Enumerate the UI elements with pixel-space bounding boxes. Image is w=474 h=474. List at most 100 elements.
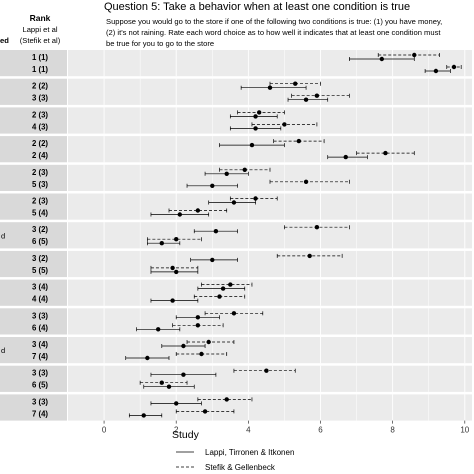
rank-label: 3 (4) [32, 340, 48, 349]
point-stefik [195, 323, 201, 328]
rank-label: 5 (3) [32, 180, 48, 189]
legend-label-stefik: Stefik & Gellenbeck [205, 463, 276, 472]
rank-label: 6 (5) [32, 381, 48, 390]
panel-background [68, 365, 472, 392]
panel-background [68, 337, 472, 364]
point-lappi [155, 327, 161, 332]
rank-label: 3 (3) [32, 369, 48, 378]
rank-label: 3 (2) [32, 225, 48, 234]
rank-label: 7 (4) [32, 352, 48, 361]
point-stefik [195, 208, 201, 213]
point-stefik [206, 339, 211, 345]
rank-label: 2 (4) [32, 151, 48, 160]
point-lappi [253, 114, 258, 119]
point-stefik [412, 52, 417, 58]
panel-background [68, 50, 472, 77]
panel-background [68, 193, 472, 220]
point-lappi [253, 126, 258, 131]
chart-subtitle-line-3: be true for you to go to the store [106, 39, 214, 48]
panel-strip [0, 222, 67, 249]
point-stefik [293, 81, 298, 86]
point-stefik [314, 225, 320, 230]
point-lappi [220, 286, 226, 291]
point-stefik [264, 368, 269, 373]
panel-side-label: d [1, 231, 5, 240]
x-tick-label: 6 [318, 426, 323, 435]
panel-background [68, 136, 472, 163]
rank-label: 2 (2) [32, 82, 48, 91]
point-stefik [242, 167, 247, 172]
point-stefik [253, 196, 258, 201]
point-lappi [145, 355, 150, 361]
point-stefik [307, 253, 312, 259]
panel-background [68, 222, 472, 249]
x-tick-label: 2 [174, 426, 179, 435]
point-lappi [249, 142, 255, 148]
point-lappi [181, 343, 186, 349]
rank-header-title: Rank [30, 13, 51, 23]
panel-side-label: d [1, 346, 5, 355]
point-stefik [296, 138, 302, 144]
panel-strip [0, 337, 67, 364]
point-lappi [166, 384, 172, 389]
rank-label: 4 (3) [32, 122, 48, 131]
point-lappi [141, 413, 146, 418]
point-lappi [195, 315, 201, 320]
rank-header-line-3: (Stefik et al) [20, 36, 61, 45]
point-stefik [451, 64, 457, 70]
rank-label: 5 (5) [32, 266, 48, 275]
panel-strip [0, 78, 67, 105]
x-tick-label: 10 [460, 426, 469, 435]
point-stefik [217, 294, 222, 299]
panel-strip [0, 394, 67, 421]
panel-background [68, 308, 472, 335]
point-lappi [174, 401, 179, 406]
x-tick-label: 0 [102, 426, 107, 435]
x-tick-label: 8 [390, 426, 395, 435]
chart-panels: 1 (1) 1 (1) 2 (2) 3 (3) 2 (3) 4 (3) 2 (2) 2 (4)… [0, 50, 472, 421]
point-lappi [379, 56, 385, 62]
rank-header-line-2: Lappi et al [22, 25, 57, 34]
point-stefik [231, 311, 237, 316]
rank-label: 6 (4) [32, 323, 48, 332]
point-lappi [231, 200, 237, 205]
point-stefik [174, 237, 179, 242]
point-stefik [202, 409, 208, 414]
point-stefik [228, 282, 233, 287]
point-stefik [282, 122, 287, 127]
panel-strip [0, 136, 67, 163]
x-tick-label: 4 [246, 426, 251, 435]
point-lappi [343, 154, 348, 160]
rank-label: 1 (1) [32, 53, 48, 62]
rank-label: 3 (3) [32, 397, 48, 406]
point-lappi [181, 372, 186, 377]
rank-label: 2 (3) [32, 110, 48, 119]
rank-label: 1 (1) [32, 65, 48, 74]
panel-strip [0, 107, 67, 134]
point-stefik [256, 110, 262, 115]
point-lappi [210, 183, 215, 188]
rank-label: 2 (3) [32, 197, 48, 206]
point-stefik [224, 397, 229, 402]
rank-label: 3 (3) [32, 311, 48, 320]
rank-label: 3 (2) [32, 254, 48, 263]
point-stefik [314, 93, 320, 98]
panel-strip [0, 308, 67, 335]
point-lappi [174, 269, 179, 275]
point-lappi [159, 241, 164, 246]
point-lappi [170, 298, 175, 303]
point-lappi [177, 212, 183, 217]
panel-strip [0, 193, 67, 220]
chart-subtitle-line-1: Suppose you would go to the store if one… [106, 17, 442, 26]
rank-label: 2 (3) [32, 168, 48, 177]
legend-label-lappi: Lappi, Tirronen & Itkonen [205, 448, 294, 457]
rank-label: 5 (4) [32, 209, 48, 218]
point-lappi [267, 85, 273, 90]
panel-strip [0, 279, 67, 306]
point-lappi [433, 68, 439, 74]
chart-subtitle-line-2: (2) it's not raining. Rate each word cho… [106, 28, 441, 37]
point-stefik [383, 150, 388, 156]
point-stefik [170, 265, 175, 271]
x-axis: 0 2 4 6 8 10 [102, 420, 470, 435]
